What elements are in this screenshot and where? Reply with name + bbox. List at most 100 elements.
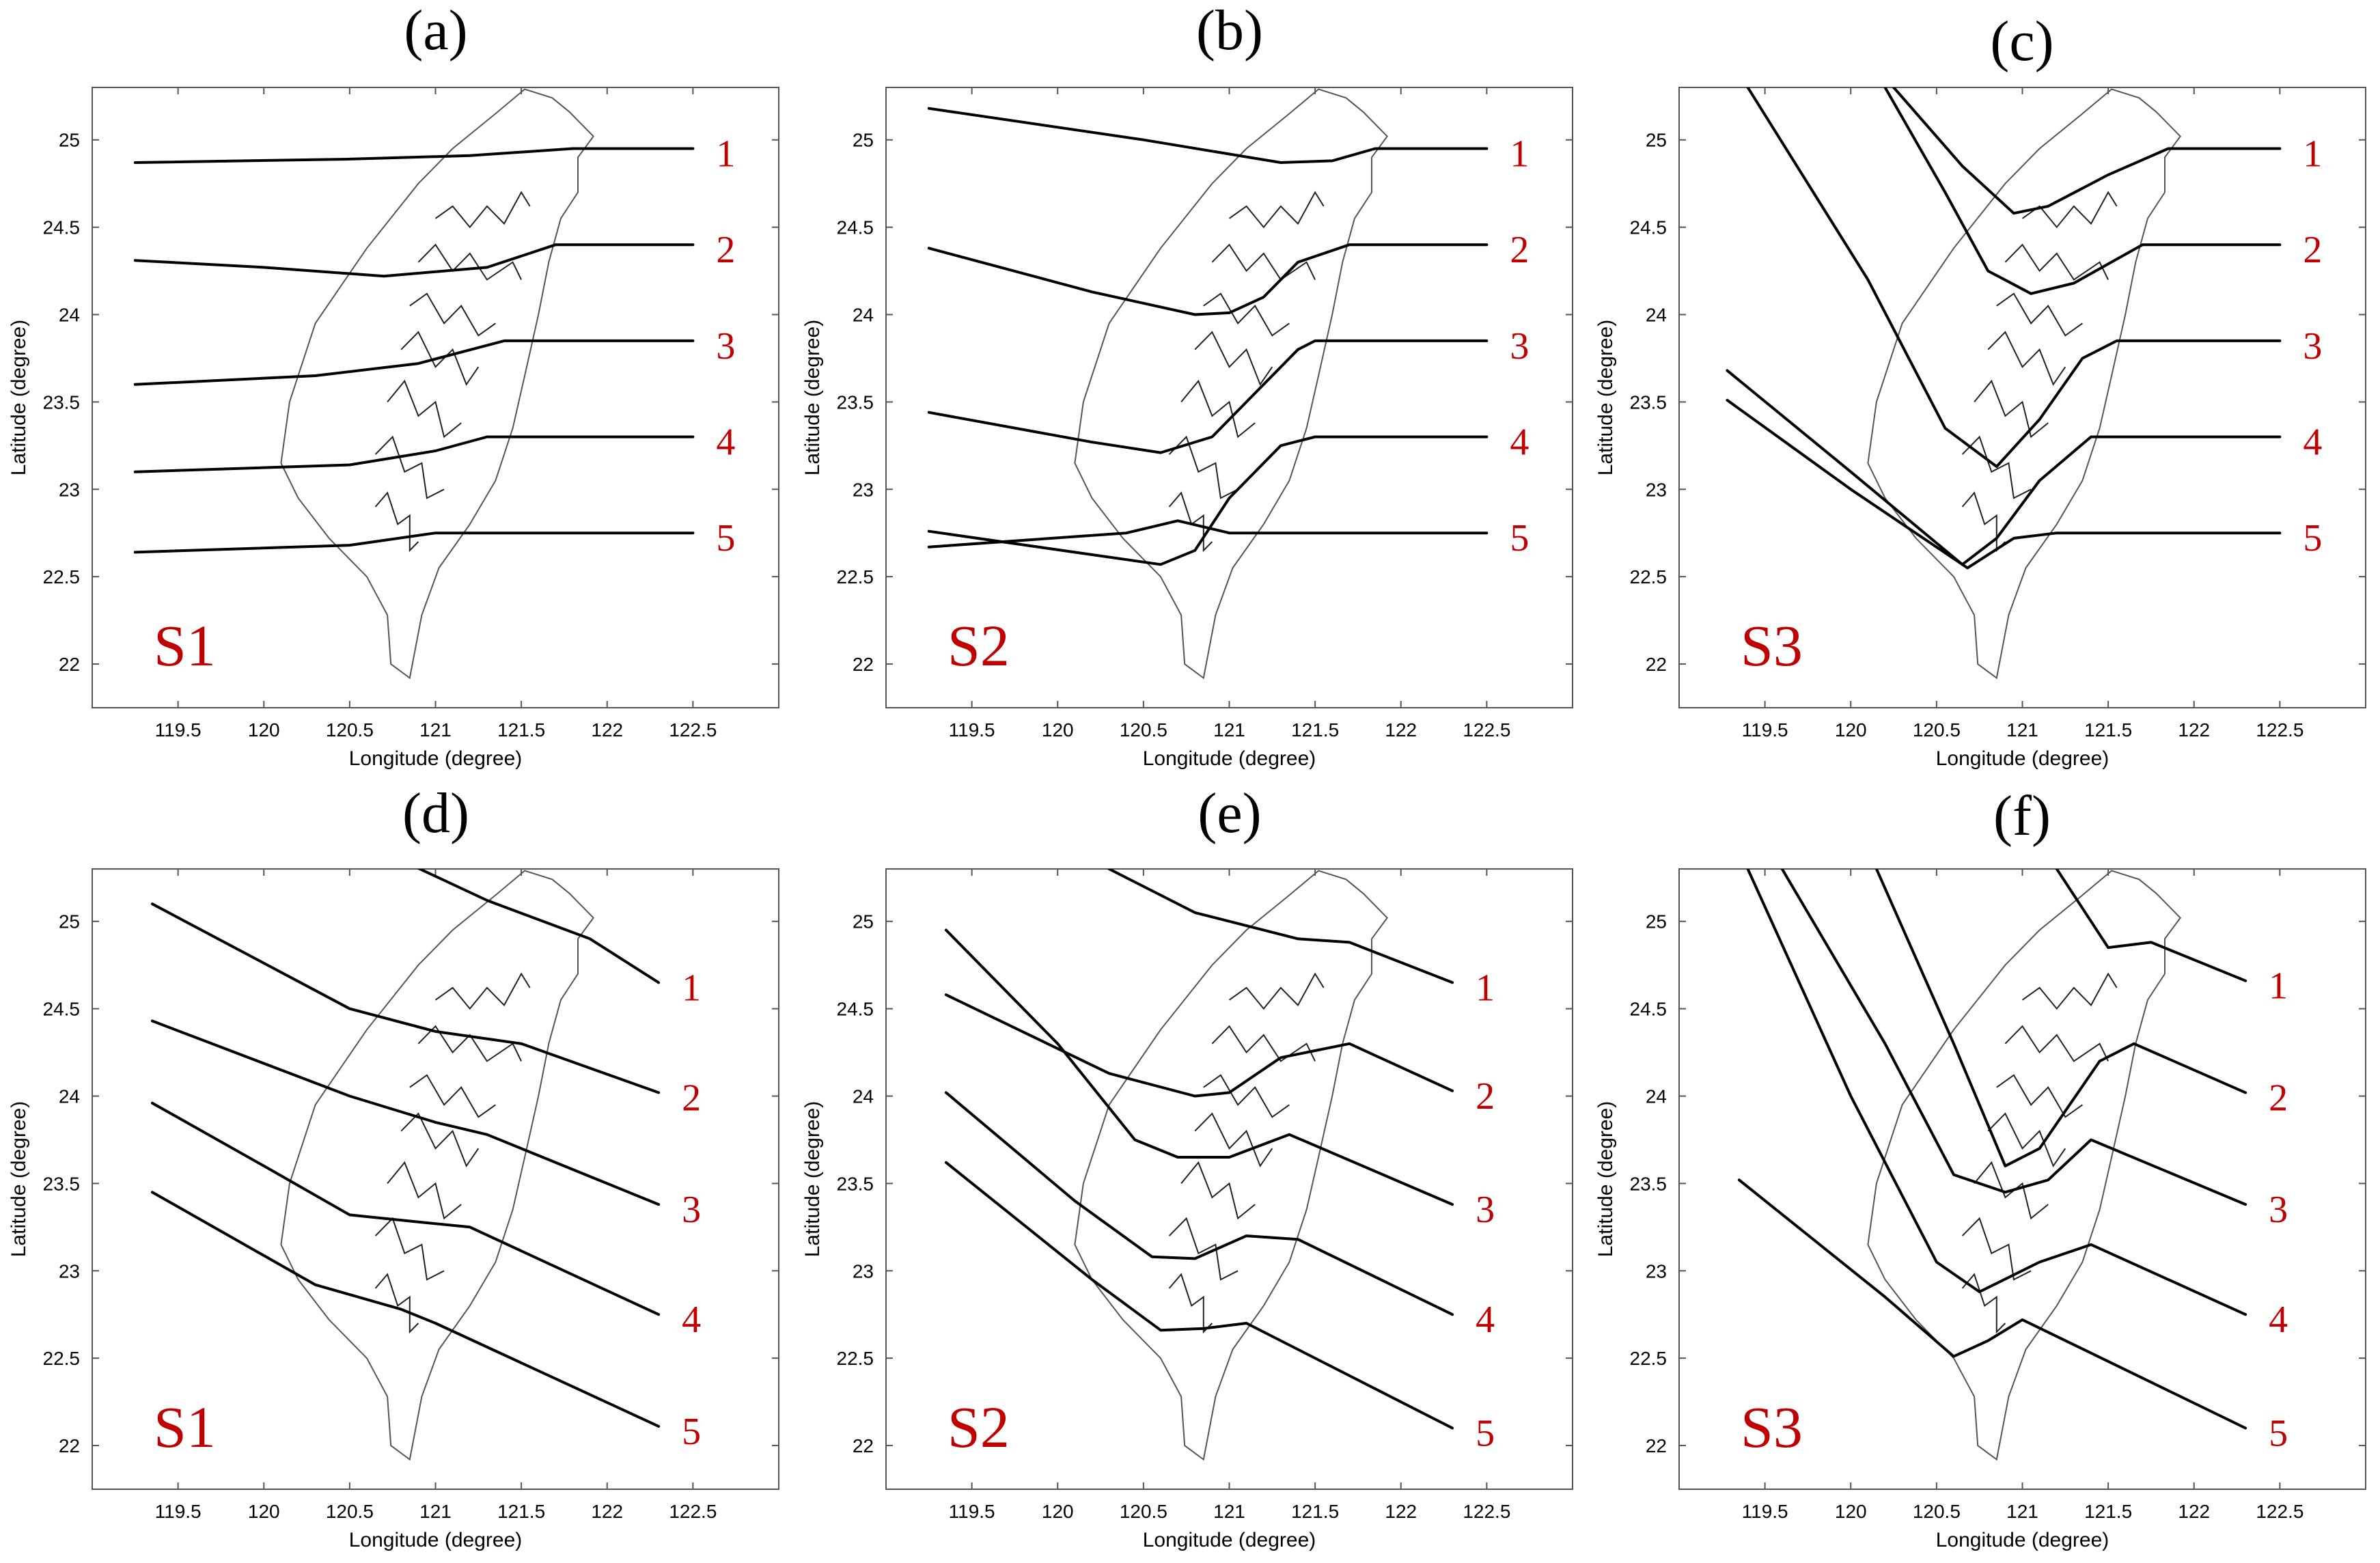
typhoon-track-4	[1746, 869, 2247, 1316]
taiwan-coastline	[1074, 88, 1389, 680]
mountain-contour	[1211, 243, 1316, 281]
mountain-contour	[374, 491, 419, 553]
x-tick-label: 120.5	[1120, 1501, 1167, 1522]
track-number-label: 4	[2303, 421, 2322, 464]
y-tick-label: 24.5	[43, 217, 81, 238]
track-number-label: 4	[716, 421, 735, 464]
y-tick-label: 23.5	[1630, 391, 1668, 413]
scenario-label: S1	[154, 613, 216, 678]
mountain-contour	[1168, 1217, 1239, 1281]
mountain-contour	[1961, 1217, 2032, 1281]
panel-label: (d)	[402, 782, 469, 845]
y-tick-label: 24	[1646, 1086, 1667, 1107]
mountain-contour	[434, 972, 531, 1010]
mountain-contour	[1961, 435, 2032, 499]
y-axis-label: Latitude (degree)	[8, 320, 30, 476]
mountain-contour	[374, 435, 445, 499]
typhoon-track-1	[416, 869, 661, 984]
typhoon-track-4	[944, 1091, 1454, 1316]
y-tick-label: 23	[59, 479, 80, 500]
typhoon-track-1	[1892, 87, 2282, 215]
typhoon-track-3	[133, 339, 695, 386]
x-tick-label: 119.5	[949, 719, 995, 741]
typhoon-track-4	[133, 435, 695, 473]
x-tick-label: 119.5	[949, 1501, 995, 1522]
x-tick-label: 119.5	[155, 1501, 202, 1522]
y-tick-label: 23.5	[43, 391, 81, 413]
mountain-contour	[1987, 331, 2066, 386]
mountain-contour	[1996, 1074, 2083, 1118]
track-number-label: 1	[1510, 133, 1529, 176]
mountain-contour	[1168, 491, 1213, 553]
y-tick-label: 22.5	[837, 1348, 874, 1369]
x-tick-label: 121.5	[1291, 1501, 1339, 1522]
x-axis-label: Longitude (degree)	[1143, 1529, 1316, 1551]
y-tick-label: 24.5	[1630, 217, 1668, 238]
x-axis-label: Longitude (degree)	[349, 747, 523, 770]
track-number-label: 1	[2269, 965, 2288, 1008]
mountain-contour	[1203, 292, 1290, 337]
scenario-label: S2	[947, 613, 1010, 678]
y-tick-label: 24.5	[837, 217, 874, 238]
y-axis-label: Latitude (degree)	[1594, 320, 1617, 476]
scenario-label: S2	[947, 1394, 1010, 1460]
track-number-label: 2	[716, 229, 735, 271]
track-number-label: 3	[716, 325, 735, 368]
panel-f: (f)119.5 120 120.5 121 121.5 122 122.52524.524…	[1594, 784, 2366, 1551]
mountain-contour	[2004, 1025, 2109, 1062]
panel-e: (e)119.5 120 120.5 121 121.5 122 122.52524.524…	[801, 782, 1573, 1551]
y-tick-label: 23	[1646, 1260, 1667, 1282]
x-tick-label: 119.5	[155, 719, 202, 741]
track-number-label: 5	[2303, 517, 2322, 559]
typhoon-track-4	[927, 435, 1489, 566]
y-tick-label: 23.5	[837, 1173, 874, 1194]
mountain-contour	[1974, 379, 2049, 439]
typhoon-track-4	[150, 1101, 661, 1316]
x-tick-label: 121	[419, 1501, 452, 1522]
track-number-label: 3	[2269, 1189, 2288, 1231]
x-tick-label: 119.5	[1742, 1501, 1788, 1522]
y-tick-label: 25	[59, 130, 80, 151]
typhoon-track-4	[1726, 369, 2282, 566]
track-number-label: 3	[1510, 325, 1529, 368]
taiwan-coastline	[280, 88, 595, 680]
track-number-label: 2	[2303, 229, 2322, 271]
mountain-contour	[1180, 379, 1256, 439]
track-number-label: 2	[2269, 1077, 2288, 1119]
y-tick-label: 23.5	[43, 1173, 81, 1194]
typhoon-track-5	[1726, 398, 2282, 570]
panel-label: (b)	[1196, 0, 1263, 62]
x-tick-label: 121.5	[2084, 1501, 2132, 1522]
x-tick-label: 121	[2006, 719, 2038, 741]
mountain-contour	[2021, 972, 2118, 1010]
mountain-contour	[1228, 972, 1325, 1010]
x-tick-label: 122	[1385, 719, 1417, 741]
mountain-contour	[409, 1074, 496, 1118]
panel-a: (a)119.5 120 120.5 121 121.5 122 122.52524.524…	[8, 0, 779, 770]
track-number-label: 5	[682, 1411, 701, 1453]
mountain-contour	[1996, 292, 2083, 337]
x-tick-label: 120.5	[1120, 719, 1167, 741]
typhoon-track-2	[150, 902, 661, 1094]
typhoon-track-1	[133, 147, 695, 164]
typhoon-track-3	[944, 928, 1454, 1206]
panel-label: (e)	[1198, 782, 1261, 845]
y-tick-label: 22	[853, 1435, 874, 1456]
x-tick-label: 122.5	[669, 719, 717, 741]
mountain-contour	[400, 1112, 480, 1167]
mountain-contour	[1194, 331, 1273, 386]
track-number-label: 2	[1476, 1075, 1495, 1118]
typhoon-track-3	[1780, 869, 2247, 1206]
typhoon-track-2	[927, 243, 1489, 316]
panel-label: (c)	[1990, 10, 2053, 73]
x-tick-label: 121	[1213, 719, 1245, 741]
typhoon-track-2	[1874, 869, 2247, 1167]
y-tick-label: 22.5	[43, 566, 81, 587]
y-tick-label: 23.5	[1630, 1173, 1668, 1194]
mountain-contour	[2004, 243, 2109, 281]
y-tick-label: 24	[853, 1086, 874, 1107]
y-axis-label: Latitude (degree)	[801, 320, 824, 476]
mountain-contour	[1228, 191, 1325, 229]
typhoon-track-5	[927, 519, 1489, 549]
x-tick-label: 121.5	[1291, 719, 1339, 741]
